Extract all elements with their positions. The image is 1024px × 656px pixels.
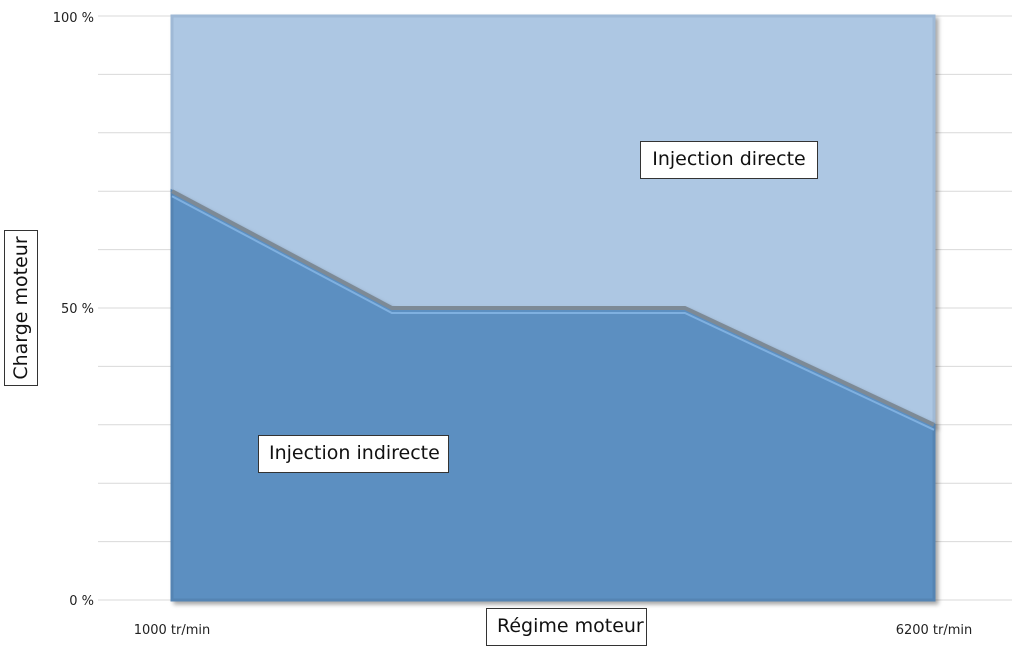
x-tick-label-max: 6200 tr/min [896, 623, 973, 638]
y-axis-ticks: 0 % 50 % 100 % [53, 11, 94, 609]
annotation-injection-indirecte: Injection indirecte [258, 435, 449, 473]
x-axis-ticks: 1000 tr/min 6200 tr/min [134, 623, 973, 638]
y-tick-label-50: 50 % [61, 302, 94, 317]
plot-areas [170, 14, 936, 602]
y-axis-label-box: Charge moteur [4, 230, 38, 386]
y-tick-label-0: 0 % [69, 594, 94, 609]
x-tick-label-min: 1000 tr/min [134, 623, 211, 638]
series-boundary-highlight [171, 195, 935, 431]
y-axis-label: Charge moteur [10, 236, 32, 380]
series-boundary-line [171, 189, 935, 427]
annotation-injection-directe: Injection directe [640, 141, 818, 179]
y-tick-label-100: 100 % [53, 11, 94, 26]
x-axis-label: Régime moteur [486, 608, 647, 646]
